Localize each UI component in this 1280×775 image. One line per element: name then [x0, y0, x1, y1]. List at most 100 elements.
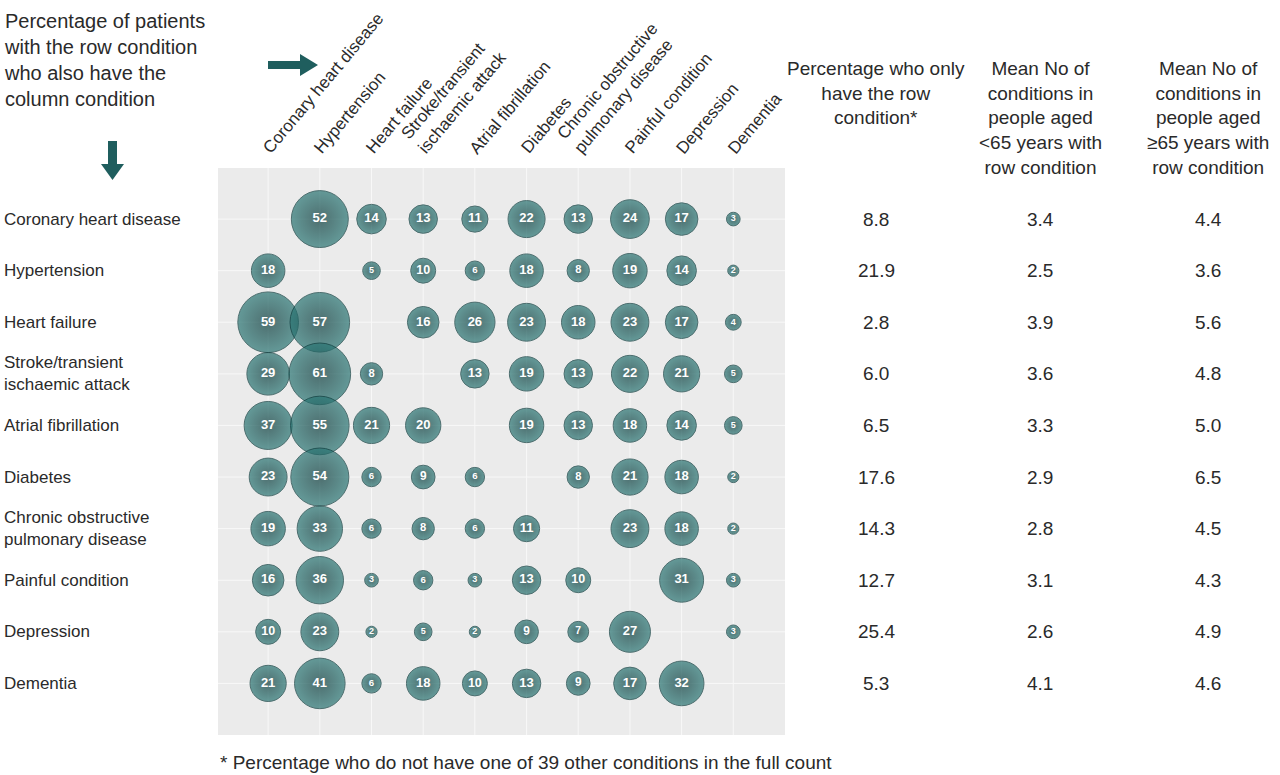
svg-text:2.6: 2.6 — [1027, 621, 1053, 642]
svg-text:Hypertension: Hypertension — [4, 261, 104, 280]
svg-text:8: 8 — [575, 263, 581, 275]
svg-text:54: 54 — [313, 468, 328, 483]
svg-text:21: 21 — [623, 468, 637, 483]
svg-text:14: 14 — [364, 210, 379, 225]
svg-text:11: 11 — [468, 210, 482, 225]
svg-text:3.4: 3.4 — [1027, 209, 1054, 230]
svg-text:3: 3 — [369, 574, 374, 584]
svg-text:14.3: 14.3 — [858, 518, 895, 539]
svg-text:14: 14 — [674, 262, 689, 277]
svg-text:Chronic obstructivepulmonary d: Chronic obstructivepulmonary disease — [4, 508, 150, 549]
svg-text:22: 22 — [519, 210, 533, 225]
svg-text:4.1: 4.1 — [1027, 673, 1053, 694]
svg-text:19: 19 — [623, 262, 637, 277]
svg-text:13: 13 — [519, 571, 533, 586]
svg-text:3.3: 3.3 — [1027, 415, 1053, 436]
svg-text:21: 21 — [364, 417, 378, 432]
svg-text:11: 11 — [520, 520, 534, 535]
svg-text:3: 3 — [472, 574, 477, 584]
svg-text:Diabetes: Diabetes — [518, 93, 576, 157]
svg-text:37: 37 — [261, 417, 275, 432]
svg-text:10: 10 — [261, 624, 275, 638]
svg-text:27: 27 — [623, 623, 637, 638]
svg-text:6: 6 — [369, 677, 375, 688]
svg-text:18: 18 — [571, 314, 585, 329]
svg-text:2: 2 — [731, 523, 736, 533]
svg-text:8: 8 — [575, 470, 581, 482]
svg-text:Coronary heart disease: Coronary heart disease — [4, 210, 181, 229]
svg-text:4.4: 4.4 — [1195, 209, 1222, 230]
svg-text:2.8: 2.8 — [863, 312, 889, 333]
svg-text:14: 14 — [674, 417, 689, 432]
svg-text:2: 2 — [369, 626, 374, 636]
svg-text:6: 6 — [472, 522, 478, 533]
svg-text:6: 6 — [472, 470, 478, 481]
svg-text:10: 10 — [571, 572, 585, 586]
svg-text:Painful condition: Painful condition — [4, 571, 129, 590]
svg-text:4.3: 4.3 — [1195, 570, 1221, 591]
svg-text:26: 26 — [468, 314, 482, 329]
svg-text:6.5: 6.5 — [863, 415, 889, 436]
svg-text:6: 6 — [369, 522, 375, 533]
svg-text:16: 16 — [416, 314, 430, 329]
svg-text:2: 2 — [731, 265, 736, 275]
svg-text:10: 10 — [468, 676, 482, 690]
svg-text:4.5: 4.5 — [1195, 518, 1221, 539]
svg-text:Percentage who onlyhave the ro: Percentage who onlyhave the rowcondition… — [787, 58, 965, 128]
svg-text:13: 13 — [519, 675, 533, 690]
svg-text:61: 61 — [313, 365, 327, 380]
svg-text:12.7: 12.7 — [858, 570, 895, 591]
svg-text:4: 4 — [731, 317, 736, 327]
svg-text:55: 55 — [313, 417, 327, 432]
svg-text:57: 57 — [313, 314, 327, 329]
svg-text:3.9: 3.9 — [1027, 312, 1053, 333]
svg-text:5: 5 — [731, 420, 736, 430]
svg-text:2: 2 — [731, 471, 736, 481]
svg-text:52: 52 — [313, 210, 327, 225]
svg-text:Diabetes: Diabetes — [4, 468, 71, 487]
svg-text:22: 22 — [623, 365, 637, 380]
svg-text:36: 36 — [313, 571, 327, 586]
svg-text:20: 20 — [416, 417, 430, 432]
svg-text:18: 18 — [674, 520, 688, 535]
svg-text:9: 9 — [420, 469, 427, 483]
svg-text:5.3: 5.3 — [863, 673, 889, 694]
svg-text:7: 7 — [575, 625, 581, 636]
svg-text:2.5: 2.5 — [1027, 260, 1053, 281]
svg-text:13: 13 — [416, 210, 430, 225]
svg-text:Stroke/transientischaemic atta: Stroke/transientischaemic attack — [398, 34, 511, 157]
svg-text:13: 13 — [571, 417, 585, 432]
svg-text:8: 8 — [368, 367, 374, 379]
svg-text:6.5: 6.5 — [1195, 467, 1221, 488]
svg-text:16: 16 — [261, 571, 275, 586]
svg-text:8.8: 8.8 — [863, 209, 889, 230]
svg-text:6.0: 6.0 — [863, 363, 889, 384]
svg-text:18: 18 — [623, 417, 637, 432]
svg-text:4.6: 4.6 — [1195, 673, 1221, 694]
svg-text:Heart failure: Heart failure — [362, 74, 436, 157]
svg-text:23: 23 — [623, 314, 637, 329]
svg-text:18: 18 — [519, 262, 533, 277]
svg-text:59: 59 — [261, 314, 275, 329]
svg-text:19: 19 — [519, 365, 533, 380]
svg-text:8: 8 — [420, 521, 426, 533]
svg-text:3.6: 3.6 — [1027, 363, 1053, 384]
svg-text:2.8: 2.8 — [1027, 518, 1053, 539]
svg-text:5: 5 — [731, 368, 736, 378]
svg-text:21.9: 21.9 — [858, 260, 895, 281]
svg-text:Mean No ofconditions inpeople: Mean No ofconditions inpeople aged<65 ye… — [979, 58, 1102, 178]
svg-text:3: 3 — [731, 574, 736, 584]
svg-text:17.6: 17.6 — [858, 467, 895, 488]
svg-text:18: 18 — [416, 675, 430, 690]
svg-text:23: 23 — [623, 520, 637, 535]
svg-text:Depression: Depression — [672, 80, 742, 158]
svg-text:Coronary heart disease: Coronary heart disease — [259, 9, 387, 157]
svg-text:25.4: 25.4 — [858, 621, 895, 642]
svg-text:3.6: 3.6 — [1195, 260, 1221, 281]
svg-text:Dementia: Dementia — [4, 674, 77, 693]
svg-text:9: 9 — [575, 675, 582, 689]
svg-text:5.0: 5.0 — [1195, 415, 1221, 436]
svg-text:Painful condition: Painful condition — [621, 49, 716, 157]
svg-text:Dementia: Dementia — [724, 89, 786, 157]
svg-text:21: 21 — [674, 365, 688, 380]
